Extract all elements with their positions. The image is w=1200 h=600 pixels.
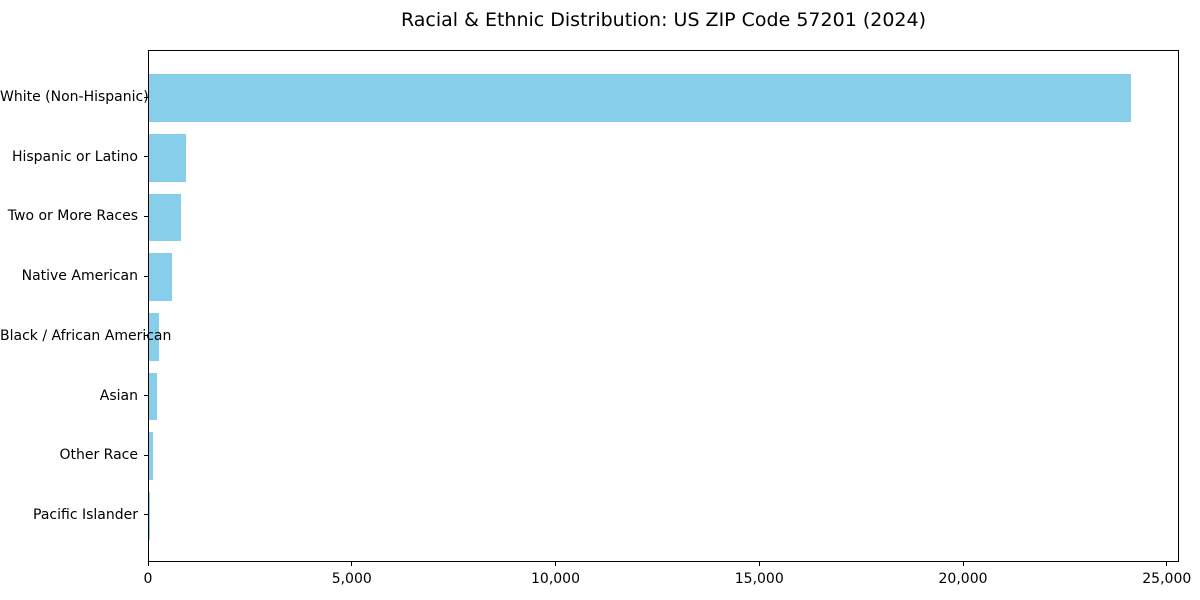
x-tick-mark (758, 562, 760, 566)
x-tick-mark (555, 562, 556, 566)
y-tick-mark (144, 454, 148, 456)
bar-4 (149, 312, 159, 361)
x-tick-label: 0 (143, 571, 153, 587)
y-tick-label: Asian (99, 387, 138, 404)
bar-5 (149, 372, 157, 421)
y-tick-mark (144, 215, 148, 217)
y-tick-label: Two or More Races (7, 208, 138, 225)
y-tick-label: Other Race (59, 447, 138, 464)
bar-6 (149, 432, 154, 481)
x-tick-mark (962, 562, 964, 566)
y-tick-label: Native American (21, 268, 138, 285)
bar-3 (149, 253, 173, 302)
x-tick-label: 25,000 (1142, 571, 1192, 587)
plot-area (148, 50, 1179, 562)
y-tick-mark (144, 96, 148, 98)
y-tick-mark (144, 156, 148, 158)
y-tick-mark (144, 335, 148, 337)
x-tick-label: 10,000 (531, 571, 580, 587)
chart-title: Racial & Ethnic Distribution: US ZIP Cod… (400, 9, 927, 31)
bar-2 (149, 193, 181, 242)
x-tick-label: 5,000 (331, 571, 372, 587)
x-tick-mark (1166, 562, 1168, 566)
x-tick-mark (351, 562, 353, 566)
x-tick-mark (147, 562, 149, 566)
bar-0 (149, 74, 1132, 122)
y-tick-label: Black / African American (0, 327, 172, 344)
y-tick-mark (144, 275, 148, 277)
y-tick-label: Hispanic or Latino (11, 148, 138, 165)
y-tick-mark (144, 395, 148, 396)
y-tick-label: Pacific Islander (33, 506, 138, 523)
y-tick-label: White (Non-Hispanic) (0, 89, 149, 106)
y-tick-mark (144, 514, 148, 516)
x-tick-label: 20,000 (938, 571, 988, 587)
bar-1 (149, 133, 186, 182)
x-tick-label: 15,000 (734, 571, 784, 587)
